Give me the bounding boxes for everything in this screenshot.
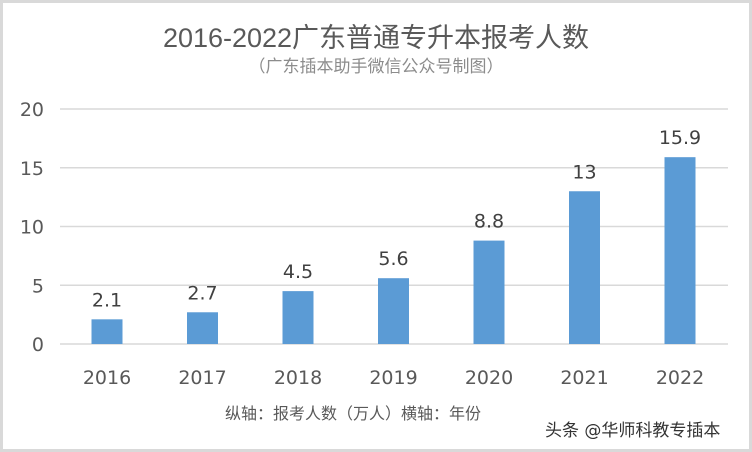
y-tick-label: 5: [32, 275, 44, 297]
data-label: 2.7: [187, 282, 217, 304]
y-tick-label: 20: [20, 99, 44, 121]
bar: [91, 319, 123, 344]
bar: [664, 157, 696, 344]
x-tick-label: 2018: [274, 367, 322, 389]
x-tick-label: 2019: [369, 367, 417, 389]
bar: [187, 312, 218, 344]
chart-title: 2016-2022广东普通专升本报考人数: [162, 23, 590, 53]
bar: [473, 240, 505, 344]
bar: [569, 191, 600, 344]
x-tick-label: 2021: [560, 367, 608, 389]
bar: [282, 291, 314, 344]
x-tick-label: 2017: [178, 367, 226, 389]
y-tick-label: 10: [20, 217, 44, 239]
data-label: 8.8: [474, 211, 504, 233]
data-label: 2.1: [92, 289, 122, 311]
data-label: 4.5: [283, 261, 313, 283]
bar: [378, 278, 409, 344]
x-tick-label: 2022: [656, 367, 704, 389]
y-tick-label: 15: [20, 158, 44, 180]
x-tick-label: 2016: [83, 367, 131, 389]
data-label: 15.9: [659, 127, 701, 149]
axis-note: 纵轴：报考人数（万人）横轴：年份: [225, 404, 482, 423]
data-label: 13: [572, 161, 596, 183]
chart-subtitle: （广东插本助手微信公众号制图）: [248, 57, 504, 77]
x-tick-label: 2020: [465, 367, 513, 389]
y-tick-label: 0: [32, 334, 44, 356]
data-label: 5.6: [378, 248, 408, 270]
watermark: 头条 @华师科教专插本: [545, 421, 721, 441]
